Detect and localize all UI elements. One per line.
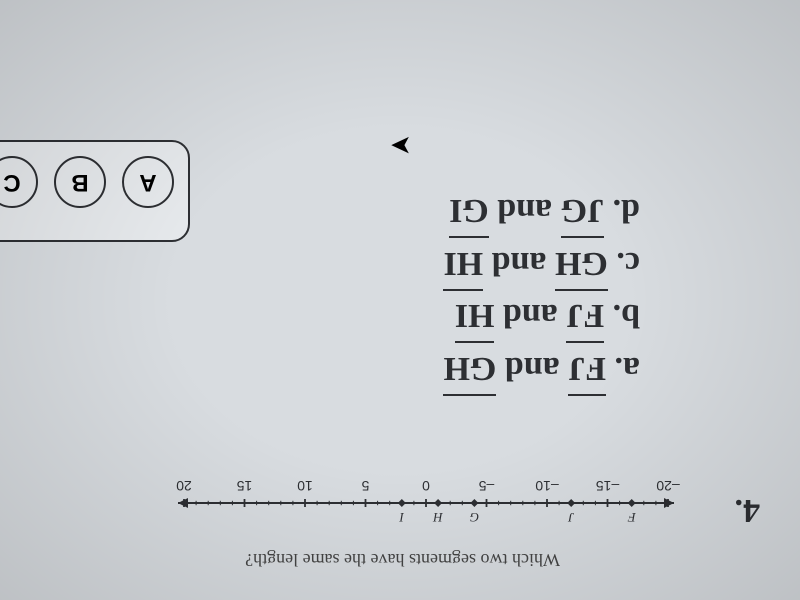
segment-2: GI [449,183,489,236]
segment-1: FJ [566,289,604,342]
choice-prefix: c. [616,245,640,282]
choice-conjunction: and [496,350,568,387]
answer-bubble-c[interactable]: C [0,156,38,208]
choice-prefix: b. [613,297,640,334]
svg-text:F: F [627,510,637,525]
segment-1: JG [561,183,604,236]
choice-a: a. FJ and GH [40,341,640,394]
number-line-svg: –20 –15 –10 –5 0 5 10 15 20 F J G H I [166,459,686,529]
answer-bubble-a[interactable]: A [122,156,174,208]
choice-prefix: a. [615,350,641,387]
number-line: –20 –15 –10 –5 0 5 10 15 20 F J G H I [40,454,686,529]
svg-text:I: I [399,510,405,525]
answer-card: 1 Pt ABC [0,140,190,242]
svg-text:–15: –15 [596,478,620,494]
segment-2: HI [455,289,495,342]
choice-conjunction: and [489,192,561,229]
svg-text:10: 10 [297,478,313,494]
choice-prefix: d. [613,192,640,229]
points-label: 1 Pt [0,214,174,232]
svg-text:5: 5 [361,478,369,494]
svg-text:–10: –10 [535,478,559,494]
answer-bubbles: ABC [0,156,174,208]
svg-text:20: 20 [176,478,192,494]
svg-text:15: 15 [237,478,253,494]
segment-1: GH [555,236,608,289]
svg-text:H: H [433,510,444,525]
question-prompt: Which two segments have the same length? [40,549,560,570]
svg-text:J: J [567,510,574,525]
segment-2: GH [443,341,496,394]
choice-c: c. GH and HI [40,236,640,289]
svg-text:–20: –20 [656,478,680,494]
cursor-icon: ➤ [390,130,412,160]
segment-1: FJ [568,341,606,394]
choice-b: b. FJ and HI [40,289,640,342]
answer-bubble-b[interactable]: B [54,156,106,208]
svg-text:G: G [469,510,479,525]
svg-text:–5: –5 [479,478,495,494]
svg-text:0: 0 [422,478,430,494]
segment-2: HI [443,236,483,289]
question-number: 4. [710,491,760,529]
choice-conjunction: and [494,297,566,334]
choice-conjunction: and [483,245,555,282]
